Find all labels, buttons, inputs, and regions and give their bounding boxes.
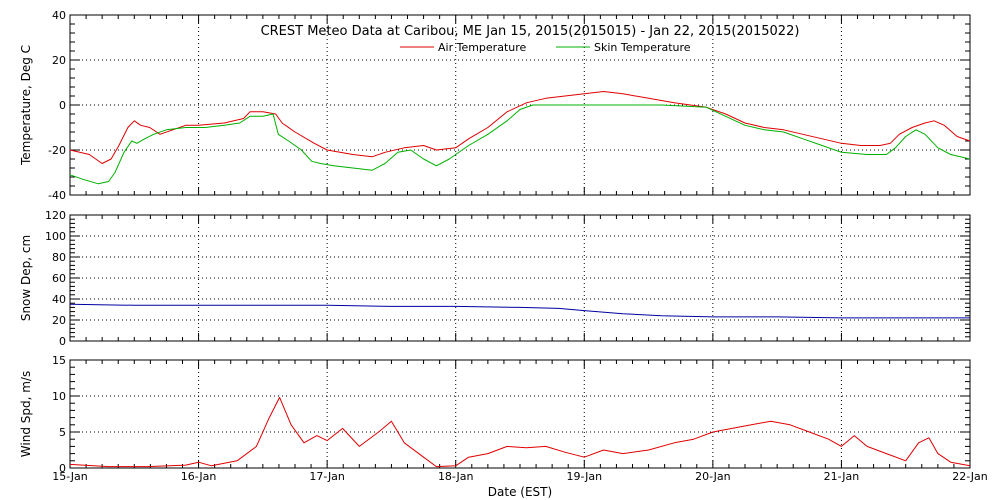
x-tick-label: 17-Jan <box>309 470 345 483</box>
series-line <box>69 303 970 319</box>
y-tick-label: 10 <box>52 390 66 403</box>
y-tick-label: 20 <box>52 54 66 67</box>
y-tick-label: 0 <box>59 335 66 348</box>
y-tick-label: 60 <box>52 272 66 285</box>
series-line <box>69 104 971 185</box>
y-tick-label: 80 <box>52 251 66 264</box>
y-axis-label: Wind Spd, m/s <box>19 371 33 457</box>
panel-frame <box>69 359 971 469</box>
y-tick-label: 0 <box>59 99 66 112</box>
x-tick-label: 22-Jan <box>952 470 988 483</box>
y-axis-label: Snow Dep, cm <box>19 235 33 321</box>
y-tick-label: -40 <box>48 189 66 202</box>
x-tick-label: 18-Jan <box>438 470 474 483</box>
y-tick-label: 40 <box>52 9 66 22</box>
panel-frame <box>69 214 971 342</box>
x-tick-label: 19-Jan <box>567 470 603 483</box>
x-tick-label: 15-Jan <box>52 470 88 483</box>
y-tick-label: 15 <box>52 354 66 367</box>
x-tick-label: 21-Jan <box>824 470 860 483</box>
legend-label: Skin Temperature <box>594 41 691 54</box>
y-tick-label: 120 <box>45 209 66 222</box>
x-tick-label: 16-Jan <box>181 470 217 483</box>
y-tick-label: 5 <box>59 426 66 439</box>
y-tick-label: -20 <box>48 144 66 157</box>
x-axis-label: Date (EST) <box>488 485 552 499</box>
series-line <box>69 396 971 468</box>
chart-title: CREST Meteo Data at Caribou, ME Jan 15, … <box>261 24 800 39</box>
y-tick-label: 0 <box>59 462 66 475</box>
y-tick-label: 100 <box>45 230 66 243</box>
legend-label: Air Temperature <box>438 41 527 54</box>
x-tick-label: 20-Jan <box>695 470 731 483</box>
y-tick-label: 40 <box>52 293 66 306</box>
series-line <box>69 91 971 164</box>
y-axis-label: Temperature, Deg C <box>19 45 33 166</box>
panel-frame <box>69 14 971 196</box>
y-tick-label: 20 <box>52 314 66 327</box>
